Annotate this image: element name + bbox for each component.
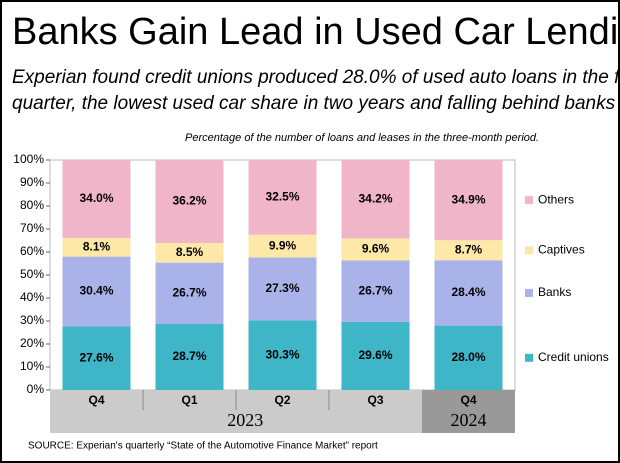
bar-segment xyxy=(434,325,503,390)
value-label: 29.6% xyxy=(358,348,392,362)
chart-title: Banks Gain Lead in Used Car Lending xyxy=(12,11,620,53)
legend-label: Banks xyxy=(538,285,571,299)
value-label: 28.4% xyxy=(451,285,485,299)
y-tick-label: 30% xyxy=(20,313,44,327)
legend-label: Others xyxy=(538,192,574,206)
bar-segment xyxy=(62,237,131,257)
value-label: 30.3% xyxy=(265,347,299,361)
value-label: 27.6% xyxy=(79,350,113,364)
bar-segment xyxy=(62,159,131,238)
x-tick-label: Q4 xyxy=(460,393,476,407)
value-label: 8.5% xyxy=(176,245,204,259)
y-tick-label: 60% xyxy=(20,244,44,258)
value-label: 27.3% xyxy=(265,281,299,295)
value-label: 28.0% xyxy=(451,350,485,364)
bar-segment xyxy=(341,260,410,322)
value-label: 34.2% xyxy=(358,191,392,205)
legend-swatch xyxy=(525,246,533,255)
value-label: 26.7% xyxy=(172,285,206,299)
source: SOURCE: Experian's quarterly “State of t… xyxy=(28,441,378,452)
bar-segment xyxy=(155,262,224,324)
year-label: 2024 xyxy=(451,410,487,430)
value-label: 8.7% xyxy=(455,242,483,256)
value-label: 26.7% xyxy=(358,283,392,297)
year-label: 2023 xyxy=(227,410,263,430)
bar-segment xyxy=(434,260,503,326)
bar-segment xyxy=(341,238,410,261)
bar-segment xyxy=(434,240,503,261)
bar-segment xyxy=(62,256,131,327)
value-label: 34.0% xyxy=(79,191,113,205)
bar-segment xyxy=(248,234,317,258)
y-tick-label: 100% xyxy=(13,152,44,166)
y-tick-label: 20% xyxy=(20,336,44,350)
x-tick-label: Q2 xyxy=(274,393,290,407)
bar-segment xyxy=(248,160,317,235)
value-label: 36.2% xyxy=(172,194,206,208)
y-tick-label: 80% xyxy=(20,198,44,212)
year-band xyxy=(422,390,515,433)
subtitle: quarter, the lowest used car share in tw… xyxy=(12,93,616,114)
y-tick-label: 40% xyxy=(20,290,44,304)
value-label: 9.9% xyxy=(269,238,297,252)
bar-segment xyxy=(341,159,410,239)
value-label: 8.1% xyxy=(83,239,111,253)
bar-segment xyxy=(248,257,317,321)
bar-segment xyxy=(341,321,410,390)
legend-swatch xyxy=(525,196,533,205)
note: Percentage of the number of loans and le… xyxy=(185,132,539,144)
x-tick-label: Q4 xyxy=(88,393,104,407)
bar-segment xyxy=(62,326,131,390)
value-label: 32.5% xyxy=(265,190,299,204)
y-tick-label: 50% xyxy=(20,267,44,281)
bar-segment xyxy=(155,159,224,244)
y-tick-label: 10% xyxy=(20,359,44,373)
x-tick-label: Q1 xyxy=(181,393,197,407)
value-label: 28.7% xyxy=(172,349,206,363)
legend-swatch xyxy=(525,288,533,297)
bar-segment xyxy=(434,160,503,241)
value-label: 34.9% xyxy=(451,192,485,206)
legend-label: Credit unions xyxy=(538,350,609,364)
value-label: 30.4% xyxy=(79,284,113,298)
legend-swatch xyxy=(525,353,533,362)
bar-segment xyxy=(155,323,224,390)
y-tick-label: 90% xyxy=(20,175,44,189)
bar-segment xyxy=(248,320,317,390)
value-label: 9.6% xyxy=(362,242,390,256)
legend-label: Captives xyxy=(538,242,585,256)
y-tick-label: 0% xyxy=(27,382,45,396)
y-tick-label: 70% xyxy=(20,221,44,235)
bar-segment xyxy=(155,243,224,263)
x-tick-label: Q3 xyxy=(367,393,383,407)
subtitle: Experian found credit unions produced 28… xyxy=(12,67,620,88)
